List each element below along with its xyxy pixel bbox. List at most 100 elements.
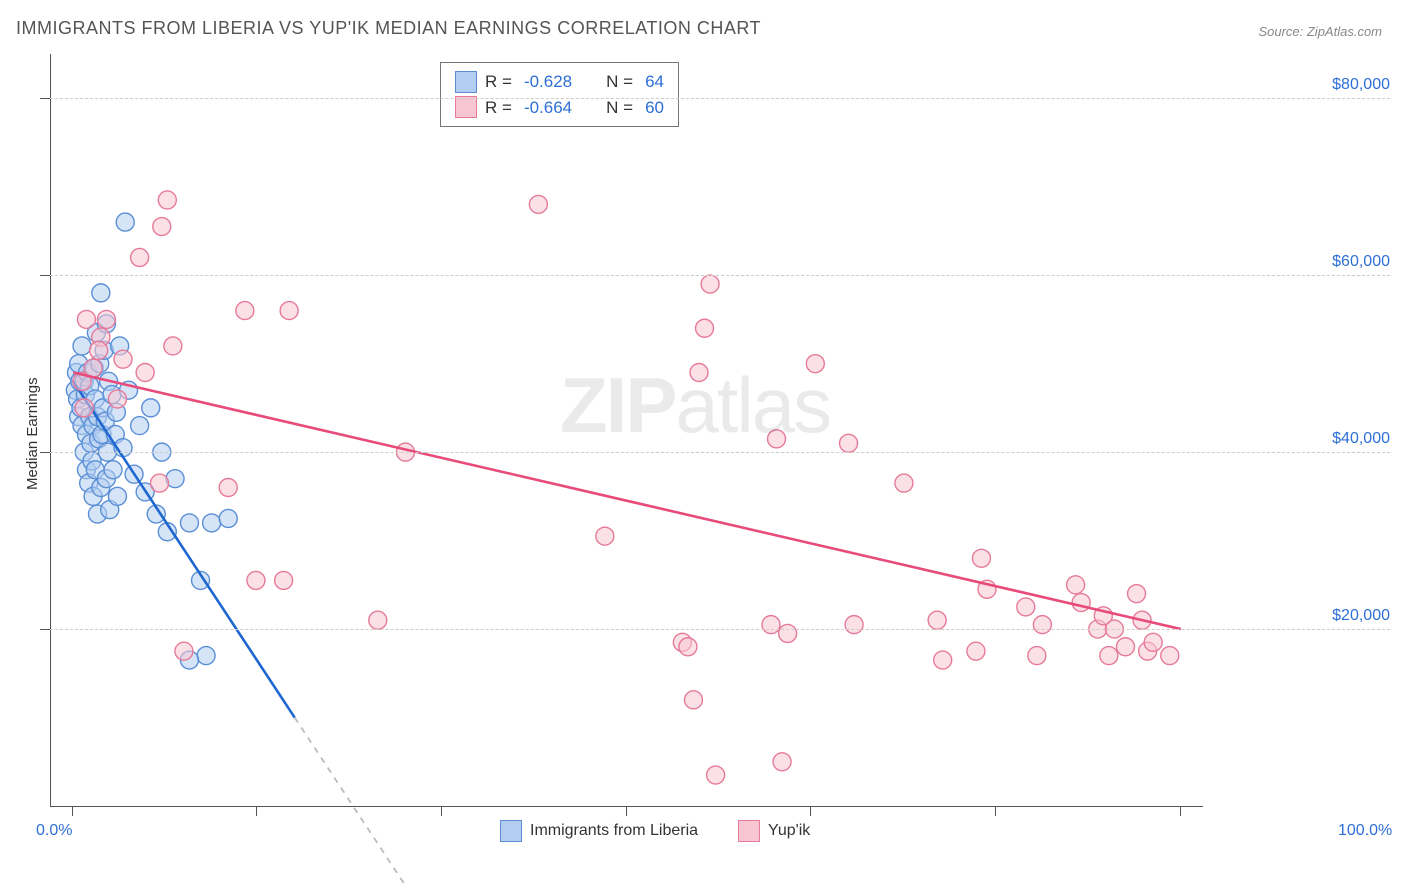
series-legend: Immigrants from Liberia Yup'ik xyxy=(500,820,810,842)
data-point xyxy=(164,337,182,355)
legend-swatch xyxy=(455,71,477,93)
x-tick xyxy=(1180,806,1181,816)
legend-swatch xyxy=(455,96,477,118)
data-point xyxy=(845,616,863,634)
data-point xyxy=(773,753,791,771)
gridline xyxy=(50,275,1390,276)
data-point xyxy=(136,363,154,381)
data-point xyxy=(895,474,913,492)
gridline xyxy=(50,629,1390,630)
y-tick xyxy=(40,98,50,99)
x-axis-max-label: 100.0% xyxy=(1338,822,1392,840)
legend-swatch xyxy=(738,820,760,842)
data-point xyxy=(934,651,952,669)
data-point xyxy=(701,275,719,293)
data-point xyxy=(1072,594,1090,612)
data-point xyxy=(180,514,198,532)
data-point xyxy=(142,399,160,417)
data-point xyxy=(90,341,108,359)
data-point xyxy=(972,549,990,567)
n-label: N = xyxy=(606,69,633,95)
data-point xyxy=(108,487,126,505)
correlation-legend: R =-0.628N =64R =-0.664N =60 xyxy=(440,62,679,127)
data-point xyxy=(236,302,254,320)
data-point xyxy=(197,647,215,665)
data-point xyxy=(219,479,237,497)
data-point xyxy=(768,430,786,448)
series-legend-item: Immigrants from Liberia xyxy=(500,820,698,842)
data-point xyxy=(596,527,614,545)
x-tick xyxy=(810,806,811,816)
data-point xyxy=(840,434,858,452)
data-point xyxy=(203,514,221,532)
legend-row: R = -0.628 N = 64 xyxy=(455,69,664,95)
data-point xyxy=(762,616,780,634)
data-point xyxy=(1033,616,1051,634)
data-point xyxy=(1161,647,1179,665)
r-value: -0.628 xyxy=(524,69,572,95)
data-point xyxy=(108,390,126,408)
data-point xyxy=(153,218,171,236)
data-point xyxy=(158,191,176,209)
data-point xyxy=(1144,633,1162,651)
r-label: R = xyxy=(485,69,512,95)
y-tick-label: $40,000 xyxy=(1310,430,1390,448)
data-point xyxy=(690,363,708,381)
data-point xyxy=(1100,647,1118,665)
x-tick xyxy=(72,806,73,816)
data-point xyxy=(97,310,115,328)
source-label: Source: ZipAtlas.com xyxy=(1258,24,1382,39)
data-point xyxy=(75,399,93,417)
y-tick-label: $20,000 xyxy=(1310,607,1390,625)
data-point xyxy=(1067,576,1085,594)
data-point xyxy=(280,302,298,320)
data-point xyxy=(1116,638,1134,656)
data-point xyxy=(696,319,714,337)
x-tick xyxy=(256,806,257,816)
data-point xyxy=(175,642,193,660)
series-legend-item: Yup'ik xyxy=(738,820,810,842)
scatter-plot xyxy=(51,54,1403,856)
data-point xyxy=(247,571,265,589)
data-point xyxy=(967,642,985,660)
data-point xyxy=(707,766,725,784)
y-tick xyxy=(40,452,50,453)
data-point xyxy=(1017,598,1035,616)
n-value: 64 xyxy=(645,69,664,95)
y-tick-label: $60,000 xyxy=(1310,253,1390,271)
data-point xyxy=(684,691,702,709)
data-point xyxy=(1028,647,1046,665)
data-point xyxy=(151,474,169,492)
data-point xyxy=(369,611,387,629)
x-tick xyxy=(626,806,627,816)
gridline xyxy=(50,452,1390,453)
data-point xyxy=(104,461,122,479)
y-tick xyxy=(40,275,50,276)
data-point xyxy=(779,624,797,642)
data-point xyxy=(92,284,110,302)
y-axis-title: Median Earnings xyxy=(24,377,41,490)
data-point xyxy=(131,248,149,266)
y-tick xyxy=(40,629,50,630)
series-name: Yup'ik xyxy=(768,822,810,840)
x-axis-min-label: 0.0% xyxy=(36,822,72,840)
data-point xyxy=(73,337,91,355)
data-point xyxy=(219,509,237,527)
trend-line-extension xyxy=(295,718,406,886)
data-point xyxy=(114,350,132,368)
data-point xyxy=(1128,585,1146,603)
data-point xyxy=(806,355,824,373)
data-point xyxy=(679,638,697,656)
data-point xyxy=(275,571,293,589)
gridline xyxy=(50,98,1390,99)
x-tick xyxy=(995,806,996,816)
legend-swatch xyxy=(500,820,522,842)
data-point xyxy=(928,611,946,629)
chart-title: IMMIGRANTS FROM LIBERIA VS YUP'IK MEDIAN… xyxy=(16,18,761,39)
plot-area xyxy=(50,54,1203,807)
trend-line xyxy=(73,372,1181,629)
series-name: Immigrants from Liberia xyxy=(530,822,698,840)
data-point xyxy=(77,310,95,328)
x-tick xyxy=(441,806,442,816)
data-point xyxy=(529,195,547,213)
